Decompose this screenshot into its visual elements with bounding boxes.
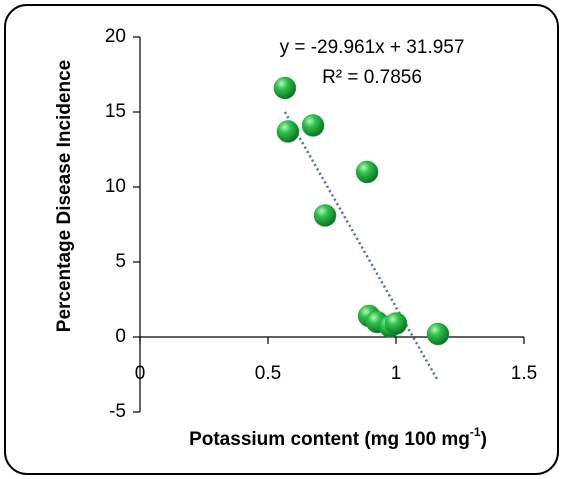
x-axis-label-text: Potassium content (mg 100 mg	[189, 429, 470, 450]
point	[273, 76, 297, 100]
x-tick-label: 1	[391, 363, 402, 384]
x-axis-label-sup: -1	[470, 425, 481, 439]
x-tick-label: 0	[135, 363, 146, 384]
point	[355, 160, 379, 184]
x-tick-label: 0.5	[255, 363, 281, 384]
y-tick-label: 0	[115, 326, 126, 347]
y-tick-label: 5	[115, 251, 126, 272]
point	[313, 204, 337, 227]
y-tick-label: -5	[109, 401, 126, 422]
trend-r2: R² = 0.7856	[322, 67, 422, 88]
trend-equation: y = -29.961x + 31.957	[280, 37, 465, 58]
trendline	[283, 111, 440, 382]
y-tick-label: 15	[105, 101, 126, 122]
point	[426, 322, 450, 346]
x-axis-label: Potassium content (mg 100 mg-1)	[189, 425, 487, 450]
x-tick-label: 1.5	[511, 363, 537, 384]
point	[276, 120, 300, 143]
chart-frame	[4, 4, 559, 475]
y-tick-label: 20	[105, 26, 126, 47]
y-axis-label: Percentage Disease Incidence	[54, 60, 75, 332]
y-tick-label: 10	[105, 176, 126, 197]
point	[301, 114, 325, 137]
x-axis-label-end: )	[481, 429, 487, 450]
point	[384, 312, 408, 335]
